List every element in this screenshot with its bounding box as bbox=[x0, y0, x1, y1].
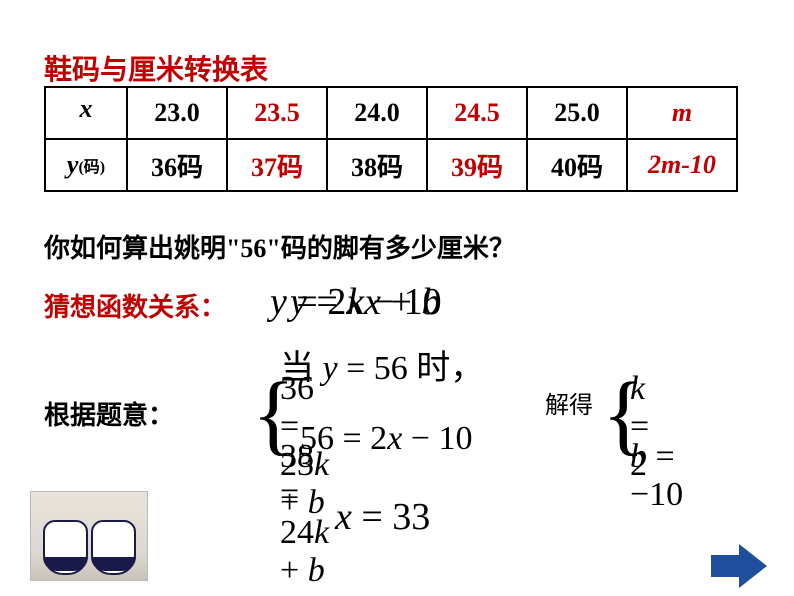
solve-label: 解得 bbox=[545, 385, 593, 420]
shoe-right bbox=[91, 520, 136, 575]
x-var: x bbox=[80, 94, 93, 124]
cell-x-3: 24.0 bbox=[327, 87, 427, 139]
when-suffix: 时， bbox=[416, 350, 484, 387]
header-y: y (码) bbox=[45, 139, 127, 191]
conversion-table: x 23.0 23.5 24.0 24.5 25.0 m y (码) 36码 3… bbox=[44, 86, 738, 192]
cell-y-1: 36码 bbox=[127, 139, 227, 191]
relation-label: 猜想函数关系： bbox=[44, 287, 226, 324]
relation-row: 猜想函数关系： bbox=[44, 287, 226, 324]
table-row: y (码) 36码 37码 38码 39码 40码 2m-10 bbox=[45, 139, 737, 191]
shoe-left bbox=[43, 520, 88, 575]
cell-x-1: 23.0 bbox=[127, 87, 227, 139]
cell-y-5: 40码 bbox=[527, 139, 627, 191]
cell-y-3: 38码 bbox=[327, 139, 427, 191]
equation-main: y = 2x − 10 bbox=[270, 280, 442, 324]
calc-label: 根据题意： bbox=[44, 395, 174, 432]
cell-x-5: 25.0 bbox=[527, 87, 627, 139]
equation-56: 56 = 2x − 10 bbox=[300, 420, 472, 458]
table-row: x 23.0 23.5 24.0 24.5 25.0 m bbox=[45, 87, 737, 139]
equation-x33: x = 33 bbox=[335, 495, 430, 539]
question-text: 你如何算出姚明"56"码的脚有多少厘米？ bbox=[44, 228, 515, 265]
y-unit: (码) bbox=[78, 153, 105, 177]
sys-eq-2: 38 = 24k + b bbox=[280, 438, 329, 590]
res-eq-2: b = −10 bbox=[630, 438, 683, 514]
cell-x-m: m bbox=[627, 87, 737, 139]
cell-x-4: 24.5 bbox=[427, 87, 527, 139]
y-var: y bbox=[67, 150, 79, 180]
cell-x-2: 23.5 bbox=[227, 87, 327, 139]
header-x: x bbox=[45, 87, 127, 139]
cell-y-2: 37码 bbox=[227, 139, 327, 191]
when-eq: y = 56 bbox=[323, 350, 417, 387]
cell-y-4: 39码 bbox=[427, 139, 527, 191]
cell-y-m: 2m-10 bbox=[627, 139, 737, 191]
page-title: 鞋码与厘米转换表 bbox=[44, 48, 268, 88]
shoes-image bbox=[30, 491, 148, 581]
